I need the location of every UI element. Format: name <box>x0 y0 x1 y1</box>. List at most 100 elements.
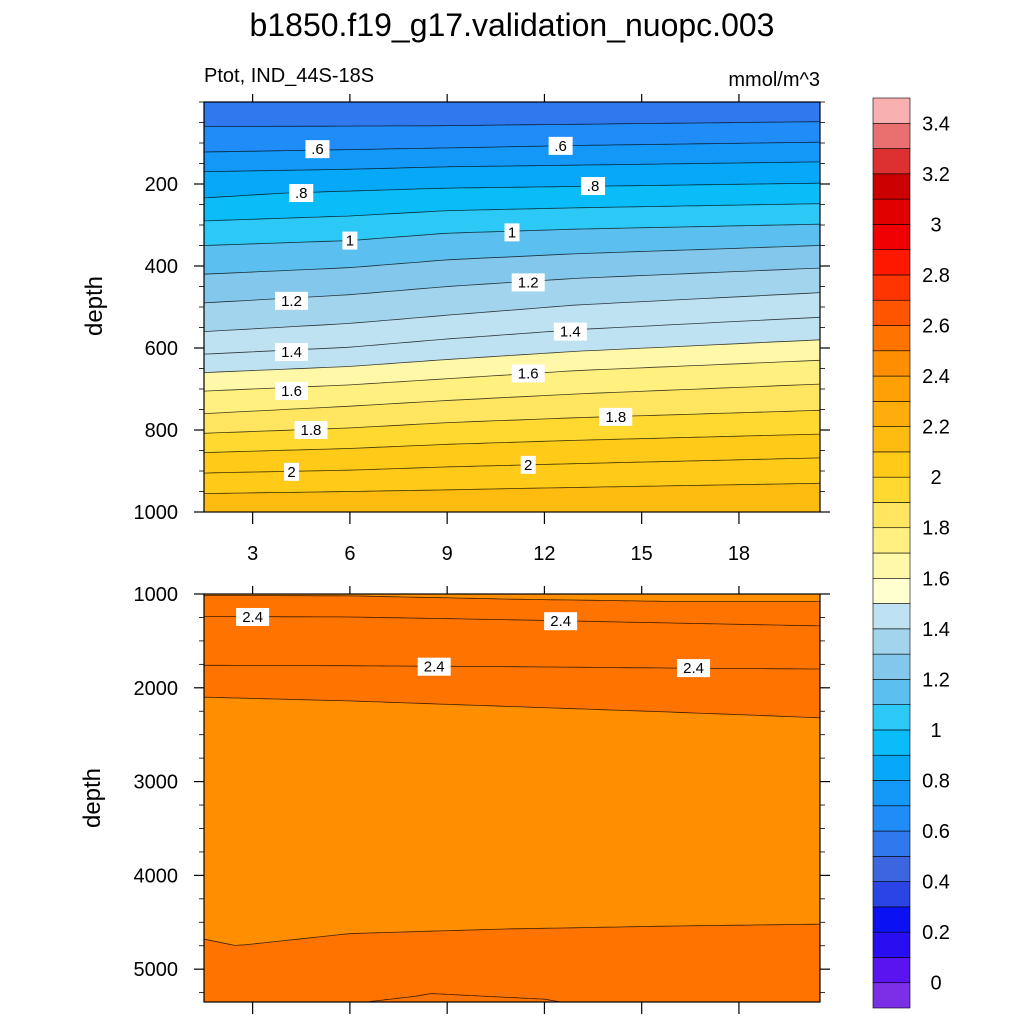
upper-line-label-box <box>548 136 573 155</box>
lower-line-label-box <box>236 607 270 626</box>
upper-line-label-box <box>504 223 520 242</box>
figure-title: b1850.f19_g17.validation_nuopc.003 <box>250 7 775 43</box>
lower-contour-line <box>204 923 820 946</box>
colorbar-swatch <box>872 198 911 225</box>
lower-line-label-box <box>417 657 451 676</box>
upper-line-label: 1 <box>508 224 516 241</box>
upper-line-label-box <box>275 291 309 310</box>
colorbar-swatch <box>872 679 911 705</box>
upper-panel: Ptot, IND_44S-18S mmol/m^3 depth .6 .6 .8.… <box>81 65 830 565</box>
colorbar-swatch <box>872 830 911 857</box>
upper-line-label: 1.6 <box>281 383 302 400</box>
lower-contour-band <box>204 924 820 1002</box>
lower-y-tick-label: 5000 <box>134 959 179 981</box>
lower-line-label: 2.4 <box>424 659 445 676</box>
lower-y-tick-label: 3000 <box>134 772 179 794</box>
colorbar-swatch <box>872 982 911 1009</box>
colorbar-swatch <box>872 325 911 352</box>
colorbar-label: 1.6 <box>922 568 950 590</box>
upper-line-label-box <box>581 177 606 196</box>
upper-y-tick-label: 800 <box>145 420 178 442</box>
upper-contour-line <box>204 121 820 127</box>
colorbar-label: 0 <box>930 973 941 995</box>
colorbar-label: 1.8 <box>922 518 950 540</box>
upper-y-tick-label: 1000 <box>134 502 179 524</box>
upper-x-tick-label: 12 <box>533 543 555 565</box>
colorbar-swatch <box>872 350 911 377</box>
upper-y-tick-label: 600 <box>145 338 178 360</box>
upper-line-label: .6 <box>554 138 567 155</box>
upper-line-label: .6 <box>311 141 324 158</box>
upper-line-label-box <box>599 407 633 426</box>
upper-x-tick-label: 9 <box>442 543 453 565</box>
colorbar-swatch <box>872 122 911 149</box>
lower-line-labels: 2.4 2.4 2.4 2.4 <box>236 607 711 678</box>
colorbar-swatch <box>872 502 911 529</box>
upper-line-label: .8 <box>295 185 308 202</box>
lower-contour-fill <box>204 594 820 1002</box>
colorbar-swatch <box>872 224 911 250</box>
colorbar-swatch <box>872 653 911 680</box>
colorbar-swatch <box>872 628 911 655</box>
upper-x-tick-label: 3 <box>247 543 258 565</box>
upper-line-label: 1.6 <box>518 365 539 382</box>
upper-x-tick-label: 15 <box>631 543 653 565</box>
upper-contour-line <box>204 161 820 173</box>
upper-contour-line <box>204 457 820 474</box>
upper-y-tick-label: 400 <box>145 256 178 278</box>
upper-line-label-box <box>520 455 536 474</box>
upper-x-tick-label: 6 <box>344 543 355 565</box>
lower-frame <box>203 593 821 1003</box>
lower-contour-band <box>366 993 561 1002</box>
colorbar-swatch <box>872 401 911 427</box>
colorbar-label: 2.8 <box>922 265 950 287</box>
upper-contour-line <box>204 339 820 373</box>
colorbar-swatch <box>872 729 911 756</box>
colorbar-swatch <box>872 249 911 276</box>
upper-line-label-box <box>284 462 300 481</box>
lower-contour-line <box>204 616 820 627</box>
colorbar-swatch <box>872 577 911 604</box>
lower-y-tick-label: 1000 <box>134 584 179 606</box>
colorbar-label: 1 <box>930 720 941 742</box>
colorbar-swatch <box>872 299 911 326</box>
lower-line-label-box <box>544 612 578 631</box>
upper-contour-line <box>204 433 820 453</box>
upper-x-tick-label: 18 <box>728 543 750 565</box>
upper-axes: 200 400 600 800 1000 3 6 9 12 15 18 <box>134 94 830 565</box>
lower-line-label: 2.4 <box>550 613 571 630</box>
lower-panel: depth 2.4 2.4 2.4 2.4 1000 2000 3000 4000 5000 <box>79 584 830 1014</box>
colorbar-swatch <box>872 704 911 731</box>
colorbar-label: 2.2 <box>922 417 950 439</box>
colorbar-label: 2.6 <box>922 316 950 338</box>
lower-line-label: 2.4 <box>683 660 704 677</box>
upper-line-label: 1 <box>346 233 354 250</box>
upper-contour-fill <box>204 102 820 512</box>
upper-line-label-box <box>275 382 309 401</box>
upper-contour-lines <box>204 121 820 494</box>
colorbar-label: 2 <box>930 467 941 489</box>
lower-contour-lines <box>204 595 820 1002</box>
colorbar-label: 2.4 <box>922 366 950 388</box>
upper-line-label-box <box>275 343 309 362</box>
upper-left-label: Ptot, IND_44S-18S <box>204 65 374 87</box>
upper-line-label-box <box>289 184 314 203</box>
upper-y-tick-label: 200 <box>145 174 178 196</box>
colorbar-swatch <box>872 97 911 124</box>
colorbar-label: 3.2 <box>922 164 950 186</box>
upper-line-label: 1.8 <box>301 422 322 439</box>
colorbar-label: 0.6 <box>922 821 950 843</box>
colorbar-swatch <box>872 552 911 579</box>
upper-line-label-box <box>553 322 587 341</box>
lower-line-label: 2.4 <box>242 609 263 626</box>
upper-contour-line <box>204 203 820 222</box>
upper-line-label: 1.4 <box>560 324 581 341</box>
upper-line-label-box <box>511 364 545 383</box>
lower-y-tick-label: 4000 <box>134 865 179 887</box>
upper-line-label-box <box>342 231 358 250</box>
colorbar-swatch <box>872 274 911 301</box>
colorbar-swatch <box>872 856 911 882</box>
upper-line-label: 1.2 <box>281 293 302 310</box>
upper-contour-line <box>204 245 820 275</box>
